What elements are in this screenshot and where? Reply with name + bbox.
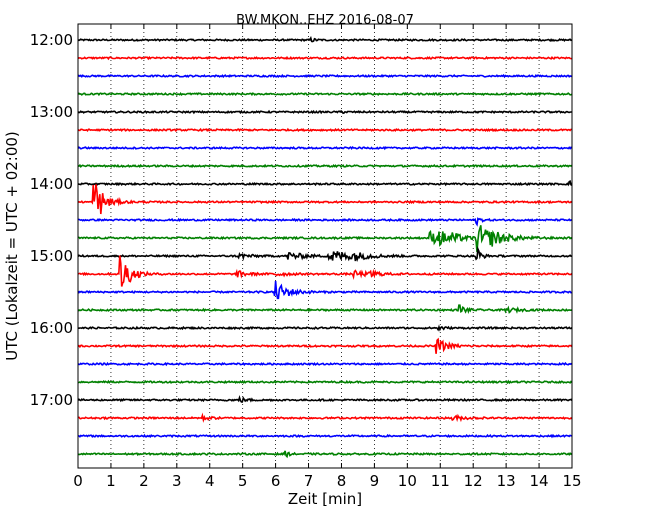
trace-line: [77, 225, 573, 253]
trace-line: [78, 379, 573, 385]
trace-line: [77, 304, 573, 314]
y-tick-label: 13:00: [30, 103, 73, 121]
x-tick-label: 13: [497, 472, 516, 490]
y-tick-label: 14:00: [30, 175, 73, 193]
trace-line: [77, 179, 573, 187]
x-tick-label: 12: [464, 472, 483, 490]
y-tick-label: 16:00: [30, 319, 73, 337]
y-axis-label: UTC (Lokalzeit = UTC + 02:00): [3, 131, 21, 361]
x-tick-label: 4: [205, 472, 215, 490]
trace-line: [77, 163, 573, 169]
trace-line: [77, 55, 573, 61]
x-tick-label: 7: [304, 472, 314, 490]
plot-frame: [77, 23, 573, 469]
trace-line: [77, 280, 573, 300]
trace-line: [77, 361, 573, 367]
x-tick-label: 0: [73, 472, 83, 490]
trace-line: [77, 412, 573, 423]
trace-line: [77, 337, 573, 354]
trace-line: [77, 324, 573, 332]
x-tick-label: 14: [530, 472, 549, 490]
y-tick-label: 12:00: [30, 31, 73, 49]
x-tick-label: 8: [337, 472, 347, 490]
trace-line: [78, 217, 573, 227]
x-tick-label: 11: [431, 472, 450, 490]
x-tick-label: 9: [370, 472, 380, 490]
trace-line: [77, 91, 573, 97]
x-axis-label: Zeit [min]: [288, 490, 362, 508]
x-tick-label: 2: [139, 472, 149, 490]
x-tick-label: 15: [562, 472, 581, 490]
trace-line: [77, 450, 573, 459]
trace-line: [78, 433, 573, 439]
x-tick-label: 1: [106, 472, 116, 490]
trace-line: [77, 109, 572, 115]
trace-line: [77, 73, 573, 79]
x-tick-label: 5: [238, 472, 248, 490]
y-tick-label: 15:00: [30, 247, 73, 265]
tick-group: 0 1 2 3 4 5 6 7 8 9 10 11 12 13 14 1512:0013:0014:0015:…: [30, 24, 582, 490]
trace-line: [77, 35, 573, 43]
trace-line: [77, 245, 573, 263]
trace-line: [77, 395, 573, 403]
trace-group: [77, 35, 573, 459]
y-tick-label: 17:00: [30, 391, 73, 409]
x-tick-label: 6: [271, 472, 281, 490]
trace-line: [77, 145, 573, 151]
trace-line: [77, 127, 572, 133]
trace-line: [77, 184, 573, 215]
grid: [110, 24, 540, 468]
trace-line: [77, 255, 573, 287]
chart-title: BW.MKON..EHZ 2016-08-07: [236, 13, 414, 28]
x-tick-label: 3: [172, 472, 182, 490]
x-tick-label: 10: [398, 472, 417, 490]
